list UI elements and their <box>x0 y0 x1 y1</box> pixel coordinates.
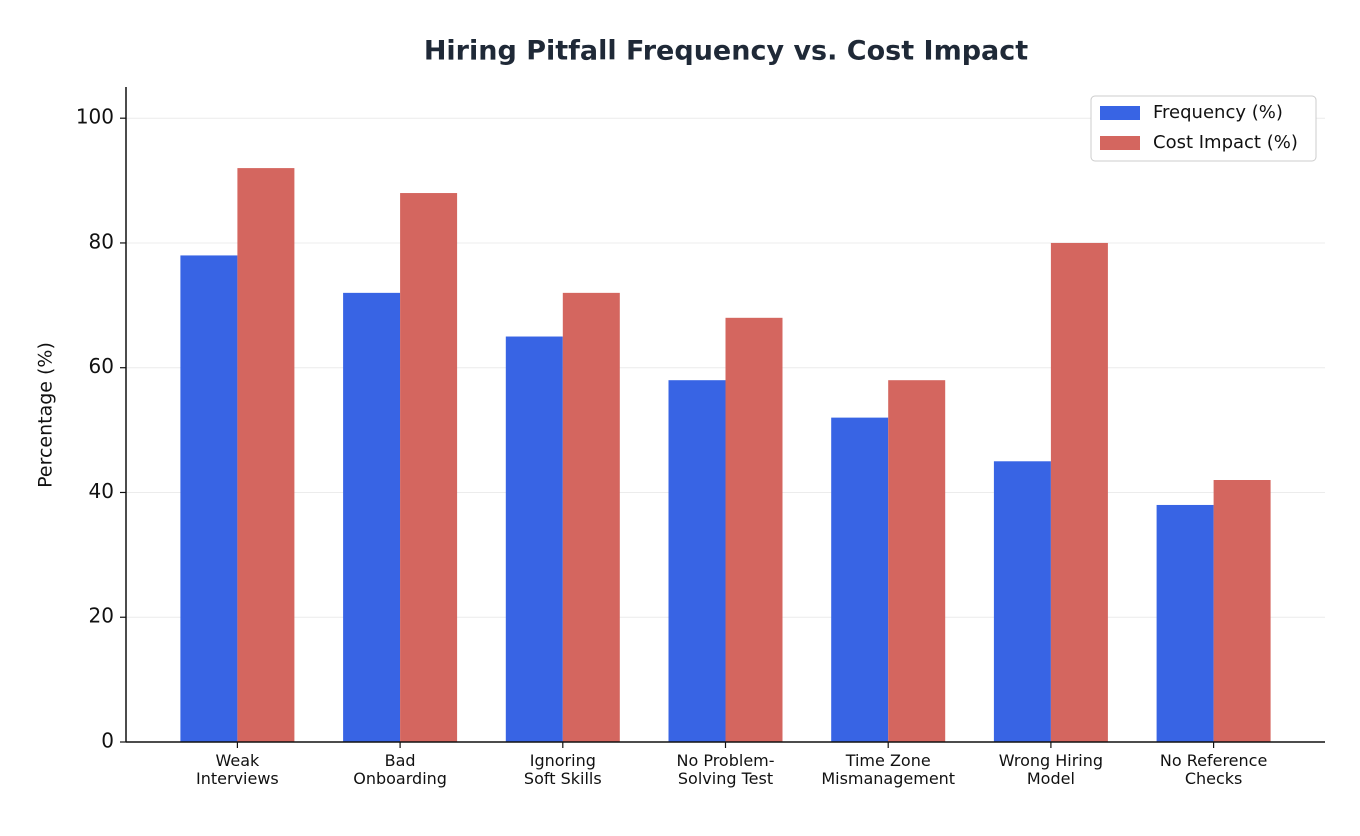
bar <box>237 168 295 743</box>
legend-swatch <box>1100 136 1140 150</box>
x-tick-label-line: Soft Skills <box>524 769 602 788</box>
x-tick-label-line: No Problem- <box>676 751 774 770</box>
y-tick-label: 80 <box>89 229 114 253</box>
x-tick-label-line: Mismanagement <box>821 769 955 788</box>
bar <box>400 193 458 743</box>
bar <box>668 380 726 742</box>
bar <box>1156 504 1214 742</box>
x-tick-label: Wrong Hiring Model <box>999 751 1103 788</box>
bar <box>888 380 946 742</box>
x-tick-label-line: Ignoring <box>530 751 596 770</box>
bar <box>562 292 620 742</box>
legend-label: Cost Impact (%) <box>1153 132 1298 153</box>
x-tick-label-line: Wrong Hiring <box>999 751 1103 770</box>
y-tick-label: 100 <box>76 105 114 129</box>
legend-swatch <box>1100 106 1140 120</box>
x-tick-label-line: Time Zone <box>845 751 931 770</box>
legend-label: Frequency (%) <box>1153 102 1283 123</box>
bar <box>993 461 1051 742</box>
bar <box>725 317 783 742</box>
y-axis-label: Percentage (%) <box>35 342 57 488</box>
x-tick-label-line: Bad <box>385 751 416 770</box>
bar <box>343 292 401 742</box>
bar <box>831 417 889 742</box>
x-tick-label-line: Solving Test <box>678 769 773 788</box>
x-tick-label-line: Onboarding <box>353 769 447 788</box>
x-tick-label-line: Interviews <box>196 769 279 788</box>
chart-title: Hiring Pitfall Frequency vs. Cost Impact <box>424 36 1028 67</box>
bar <box>1050 242 1108 742</box>
x-tick-label-line: Checks <box>1185 769 1243 788</box>
x-tick-label: No Problem-Solving Test <box>676 751 774 788</box>
x-tick-label: Time Zone Mismanagement <box>821 751 955 788</box>
x-tick-label: Bad Onboarding <box>353 751 447 788</box>
x-tick-label-line: Model <box>1027 769 1075 788</box>
bar <box>180 255 238 742</box>
y-tick-label: 40 <box>89 479 114 503</box>
x-tick-label: Weak Interviews <box>196 751 279 788</box>
x-tick-label-line: No Reference <box>1160 751 1267 770</box>
bar <box>505 336 563 742</box>
x-tick-label: No Reference Checks <box>1160 751 1267 788</box>
legend-box <box>1090 95 1317 162</box>
y-tick-label: 60 <box>89 354 114 378</box>
x-tick-label: Ignoring Soft Skills <box>524 751 602 788</box>
y-tick-label: 0 <box>101 729 114 753</box>
x-tick-label-line: Weak <box>216 751 261 770</box>
y-tick-label: 20 <box>89 604 114 628</box>
bar <box>1213 480 1271 742</box>
